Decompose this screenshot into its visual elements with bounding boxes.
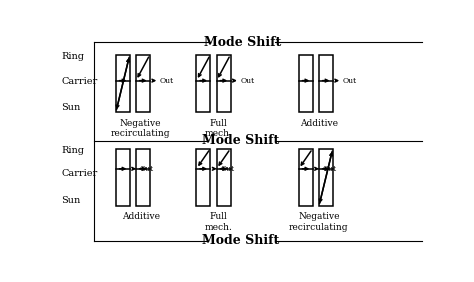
Text: Ring: Ring: [62, 146, 84, 155]
Bar: [319, 149, 333, 206]
Bar: [319, 55, 333, 113]
Text: Carrier: Carrier: [62, 77, 98, 86]
Bar: [196, 149, 210, 206]
Text: Mode Shift: Mode Shift: [202, 134, 279, 147]
Bar: [217, 149, 230, 206]
Text: Additive: Additive: [300, 118, 338, 127]
Text: Ring: Ring: [62, 52, 84, 61]
Text: Mode Shift: Mode Shift: [202, 234, 279, 248]
Text: Out: Out: [241, 77, 255, 85]
Text: Sun: Sun: [62, 103, 81, 112]
Text: Full
mech.: Full mech.: [204, 118, 232, 138]
Text: Out: Out: [343, 77, 357, 85]
Bar: [217, 55, 230, 113]
Bar: [116, 149, 130, 206]
Text: Out: Out: [160, 77, 174, 85]
Bar: [136, 149, 150, 206]
Bar: [196, 55, 210, 113]
Text: Out: Out: [323, 165, 337, 173]
Bar: [136, 55, 150, 113]
Bar: [116, 55, 130, 113]
Text: Carrier: Carrier: [62, 169, 98, 179]
Bar: [299, 55, 313, 113]
Text: Full
mech.: Full mech.: [204, 212, 232, 232]
Text: Out: Out: [220, 165, 235, 173]
Text: Sun: Sun: [62, 197, 81, 205]
Text: Mode Shift: Mode Shift: [204, 36, 281, 49]
Text: Negative
recirculating: Negative recirculating: [289, 212, 348, 232]
Text: Out: Out: [140, 165, 154, 173]
Text: Additive: Additive: [122, 212, 160, 221]
Bar: [299, 149, 313, 206]
Text: Negative
recirculating: Negative recirculating: [111, 118, 170, 138]
